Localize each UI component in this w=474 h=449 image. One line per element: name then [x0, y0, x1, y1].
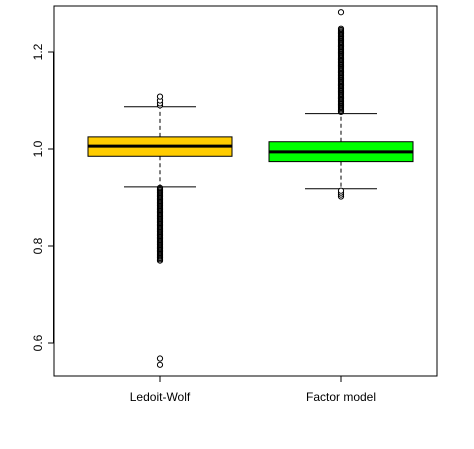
outlier-point	[156, 355, 164, 362]
outlier-point	[337, 187, 345, 194]
plot-frame	[53, 5, 438, 377]
y-axis: 0.6 0.8 1.0 1.2	[31, 43, 54, 351]
x-tick-label-0: Ledoit-Wolf	[130, 390, 191, 404]
y-tick-label-0: 0.6	[31, 334, 45, 351]
box-1	[268, 9, 414, 200]
outlier-band-point	[337, 108, 345, 116]
box-0	[87, 93, 233, 368]
x-tick-label-1: Factor model	[306, 390, 376, 404]
outlier-band-point	[156, 257, 164, 264]
y-tick-label-1: 0.8	[31, 237, 45, 254]
x-axis: Ledoit-Wolf Factor model	[130, 375, 376, 404]
boxes	[87, 9, 414, 368]
outlier-point	[156, 93, 164, 100]
y-tick-label-3: 1.2	[31, 43, 45, 60]
outlier-point	[156, 361, 164, 368]
y-tick-label-2: 1.0	[31, 140, 45, 157]
outlier-point	[337, 9, 345, 16]
